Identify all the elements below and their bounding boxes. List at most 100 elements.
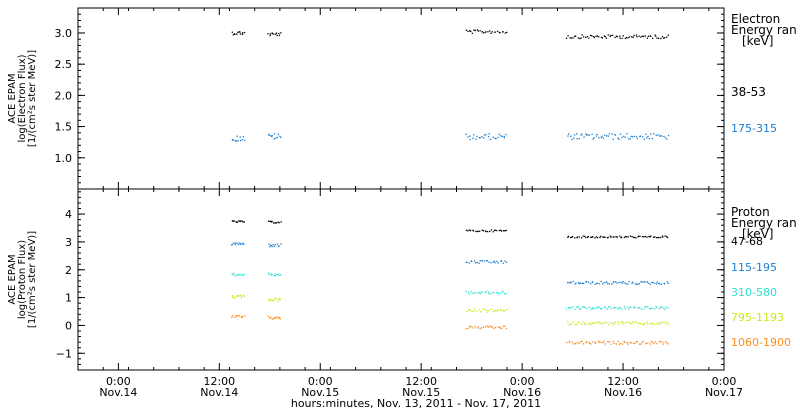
data-point (578, 308, 581, 310)
data-point (569, 281, 571, 283)
data-point (659, 283, 661, 285)
data-point (500, 260, 502, 262)
data-point (581, 34, 583, 36)
data-point (647, 323, 649, 325)
y-tick-label: 3 (65, 236, 72, 249)
data-point (662, 343, 665, 345)
data-point (578, 321, 580, 323)
data-point (624, 136, 626, 139)
legend-entry: 795-1193 (731, 311, 784, 324)
data-point (567, 135, 569, 137)
data-point (505, 133, 507, 136)
data-point (471, 32, 473, 34)
data-point (275, 222, 278, 224)
data-point (271, 318, 273, 320)
data-point (491, 326, 493, 328)
x-tick-date: Nov.15 (402, 386, 440, 399)
data-point (233, 272, 235, 274)
data-point (569, 323, 571, 325)
data-point (664, 37, 666, 39)
data-point (620, 281, 622, 283)
data-point (628, 308, 630, 310)
data-point (567, 235, 570, 237)
data-point (625, 236, 627, 238)
data-point (609, 235, 611, 237)
data-point (567, 236, 569, 238)
data-point (470, 30, 472, 32)
data-point (652, 236, 655, 238)
data-point (267, 220, 270, 222)
data-point (475, 138, 477, 140)
data-point (467, 230, 469, 232)
time-axis: 0:00Nov.1412:00Nov.140:00Nov.1512:00Nov.… (77, 8, 743, 410)
data-point (616, 282, 618, 284)
data-point (491, 31, 493, 33)
data-point (616, 236, 618, 238)
data-point (500, 309, 503, 311)
data-point (234, 243, 236, 246)
data-point (594, 237, 596, 239)
data-point (609, 306, 611, 308)
data-point (479, 230, 481, 232)
data-point (606, 281, 608, 283)
data-point (499, 32, 501, 34)
data-point (666, 281, 668, 283)
data-point (612, 236, 614, 238)
data-point (655, 323, 657, 325)
data-point (576, 236, 579, 238)
data-point (613, 342, 615, 344)
data-point (586, 134, 588, 136)
data-point (584, 322, 586, 324)
data-point (467, 291, 470, 293)
data-point (632, 281, 634, 283)
data-point (275, 32, 278, 34)
data-point (659, 307, 661, 310)
data-point (579, 341, 582, 343)
data-point (661, 235, 664, 237)
data-point (237, 294, 239, 296)
x-tick-time: 0:00 (106, 375, 131, 388)
data-point (644, 306, 646, 308)
data-point (649, 236, 651, 238)
data-point (621, 136, 623, 139)
data-point (588, 342, 591, 344)
data-point (643, 236, 645, 238)
data-point (235, 140, 238, 142)
data-point (642, 323, 644, 326)
data-point (232, 296, 234, 298)
data-point (466, 310, 468, 313)
data-point (594, 283, 596, 285)
data-point (492, 136, 494, 138)
data-point (577, 322, 579, 324)
data-point (666, 321, 668, 323)
legend-entry: 38-53 (731, 85, 766, 99)
data-point (631, 282, 633, 284)
data-point (629, 342, 631, 344)
data-point (571, 236, 573, 238)
data-point (591, 35, 593, 37)
legend-title: Electron (731, 12, 780, 26)
data-point (502, 310, 504, 312)
data-point (231, 243, 234, 245)
data-point (279, 318, 281, 320)
data-point (480, 327, 483, 329)
data-point (630, 135, 632, 138)
data-point (485, 230, 487, 233)
data-point (271, 32, 273, 35)
data-point (660, 283, 663, 285)
data-point (477, 230, 479, 233)
data-point (622, 35, 624, 37)
data-point (569, 340, 571, 342)
data-point (474, 29, 476, 32)
data-point (584, 324, 586, 326)
data-point (569, 37, 571, 39)
data-point (268, 133, 270, 135)
data-point (667, 134, 670, 137)
data-point (586, 36, 588, 38)
data-point (498, 31, 500, 34)
data-point (483, 134, 486, 136)
data-point (487, 230, 489, 233)
data-point (649, 343, 652, 345)
data-point (477, 292, 479, 294)
data-point (641, 281, 643, 283)
